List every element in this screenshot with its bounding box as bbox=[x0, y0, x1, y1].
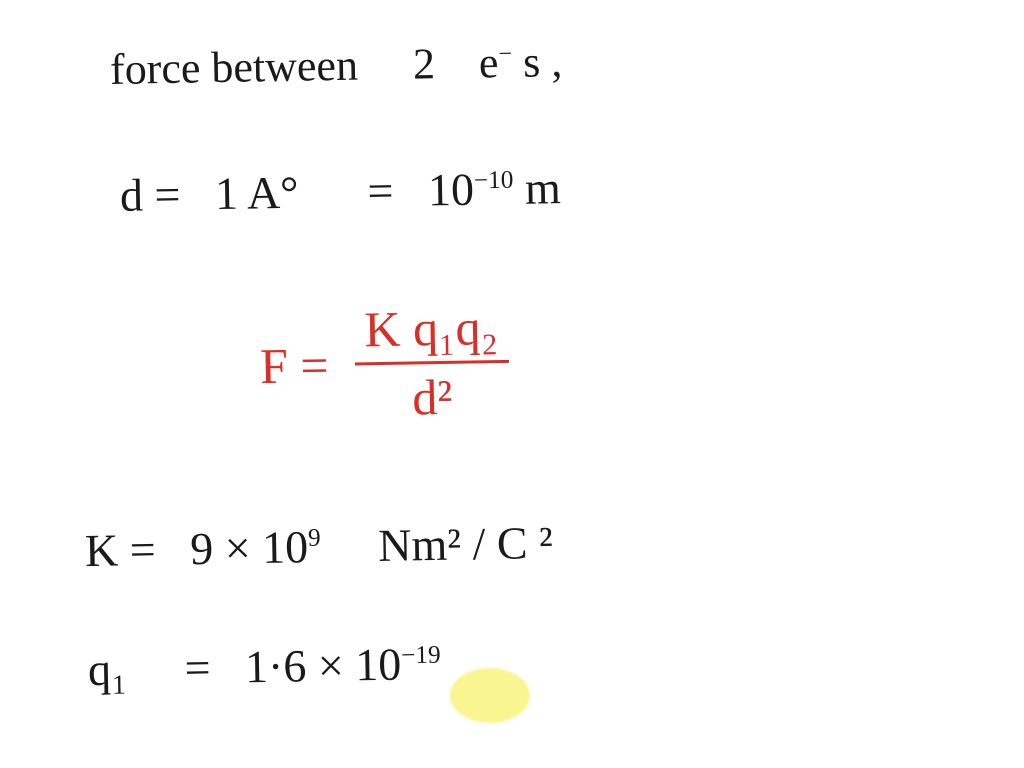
formula-lhs: F = bbox=[260, 335, 330, 394]
d-lhs: d = bbox=[120, 169, 181, 221]
d-angstrom: 1 A° bbox=[215, 167, 299, 219]
coulomb-formula: F = K q₁q₂ d² bbox=[259, 298, 510, 429]
electron-symbol: e− bbox=[479, 38, 524, 88]
q1-value: 1·6 × 10−19 bbox=[245, 638, 442, 692]
q1-eq: = bbox=[184, 642, 211, 693]
k-constant-line: K = 9 × 109 Nm² / C ² bbox=[85, 516, 554, 577]
q1-lhs: q₁ bbox=[88, 643, 128, 695]
title-text-2: 2 bbox=[413, 39, 436, 88]
d-meters: 10−10 m bbox=[428, 162, 562, 215]
d-eq2: = bbox=[367, 165, 394, 216]
distance-line: d = 1 A° = 10−10 m bbox=[120, 161, 562, 222]
highlight-spot bbox=[450, 668, 530, 723]
q1-line: q₁ = 1·6 × 10−19 bbox=[88, 637, 442, 696]
title-suffix: s , bbox=[523, 37, 563, 87]
k-lhs: K = bbox=[85, 524, 157, 576]
formula-denominator: d² bbox=[355, 365, 510, 428]
k-units: Nm² / C ² bbox=[378, 517, 553, 571]
formula-fraction: K q₁q₂ d² bbox=[354, 298, 510, 428]
formula-numerator: K q₁q₂ bbox=[354, 298, 509, 361]
k-value: 9 × 109 bbox=[190, 521, 333, 574]
title-line: force between 2 e− s , bbox=[110, 36, 563, 95]
whiteboard-page: force between 2 e− s , d = 1 A° = 10−10 … bbox=[0, 0, 1024, 768]
title-text-1: force between bbox=[110, 41, 359, 94]
